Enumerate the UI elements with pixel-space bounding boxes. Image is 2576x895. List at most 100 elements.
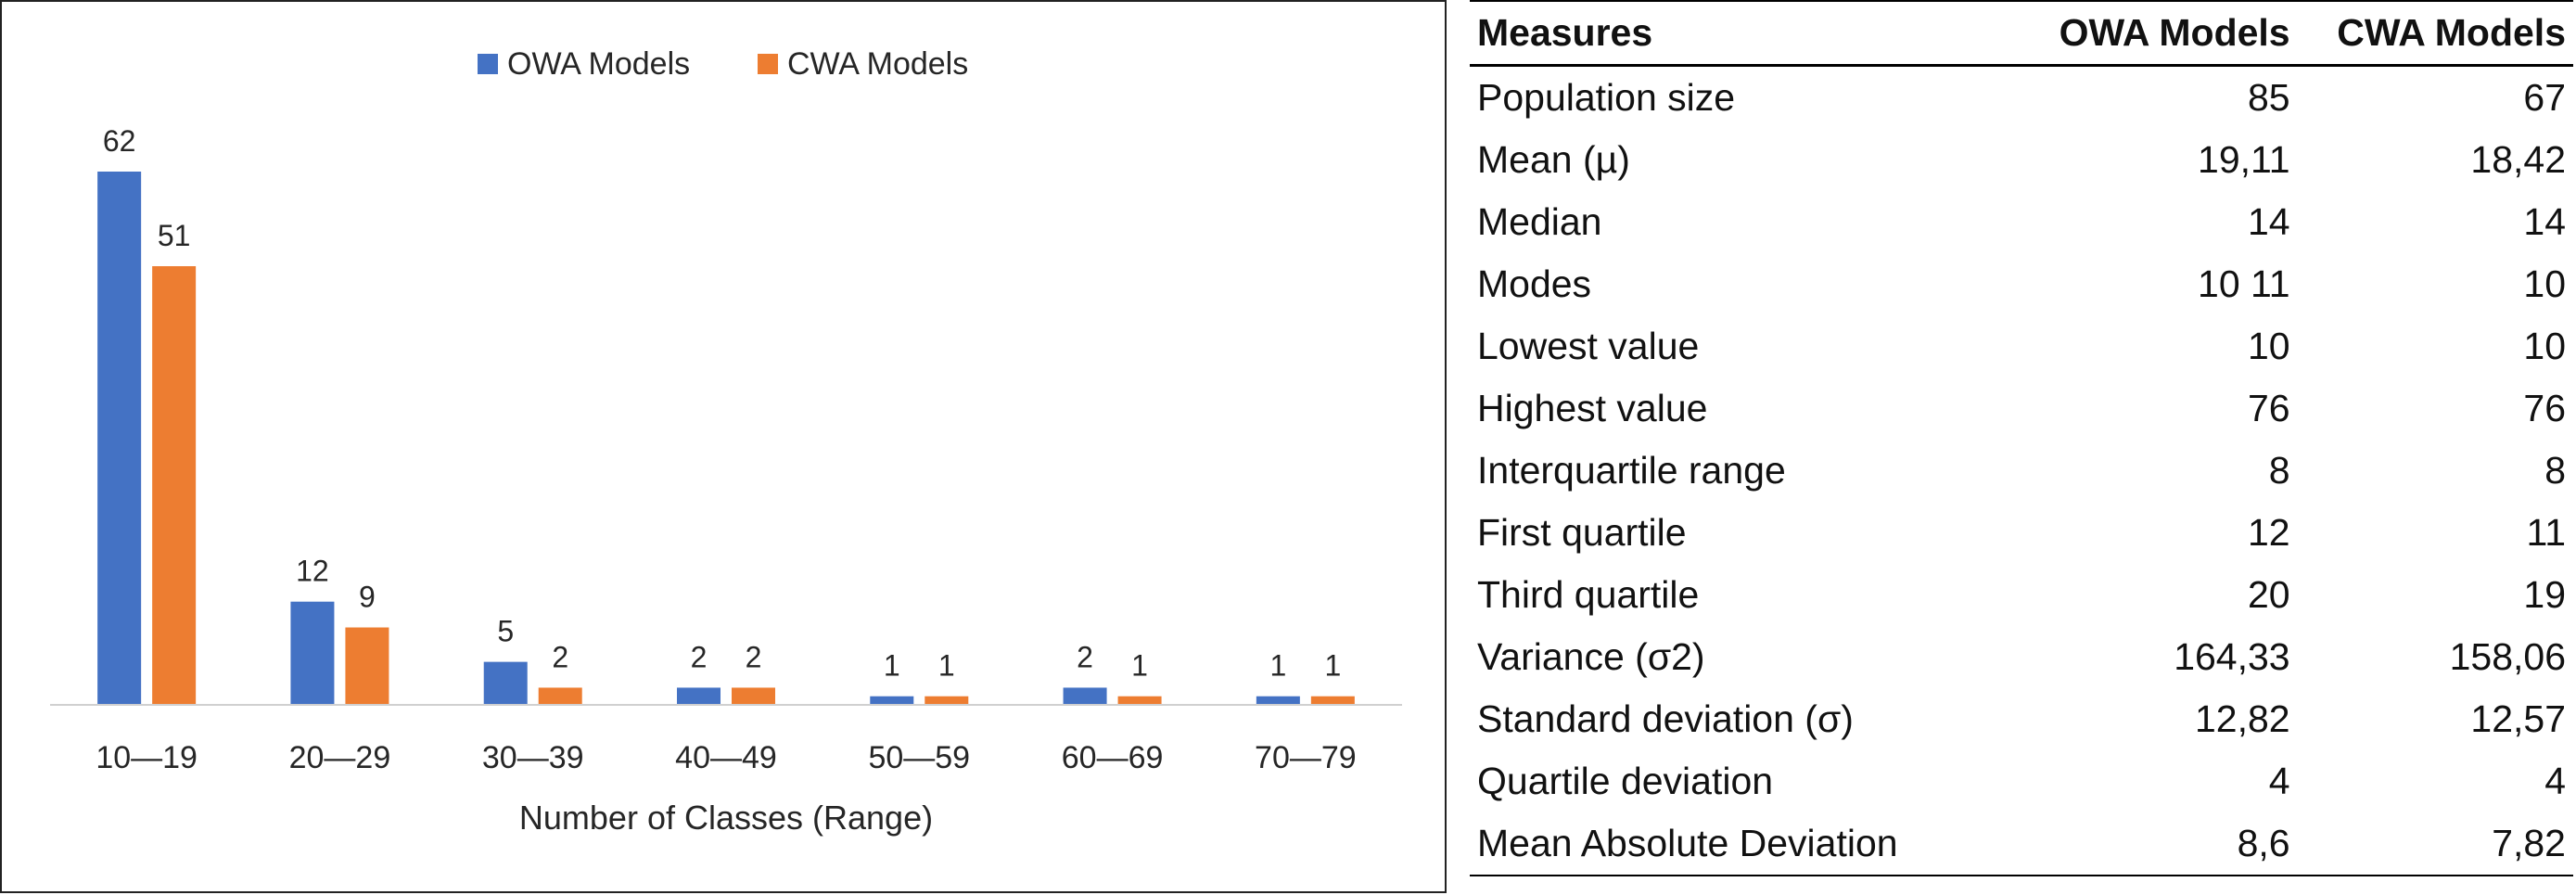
table-row: Quartile deviation 4 4	[1470, 750, 2573, 812]
table-row: First quartile 12 11	[1470, 502, 2573, 564]
table-row: Lowest value 10 10	[1470, 315, 2573, 377]
owa-value-cell: 164,33	[2174, 635, 2290, 678]
x-tick-label-1: 20—29	[289, 740, 391, 775]
x-tick-label-3: 40—49	[675, 740, 777, 775]
header-cwa-models: CWA Models	[2297, 0, 2573, 67]
measure-name-cell: Lowest value	[1477, 325, 1700, 367]
data-label-owa-models-0: 62	[103, 124, 136, 158]
cwa-value-cell: 14	[2523, 200, 2566, 243]
measure-name-cell: Quartile deviation	[1477, 760, 1774, 802]
measure-name-cell: First quartile	[1477, 511, 1687, 554]
table-row: Median 14 14	[1470, 191, 2573, 253]
bar-cwa-models-5	[1117, 696, 1162, 705]
data-label-cwa-models-5: 1	[1131, 649, 1148, 683]
legend-label-cwa-models: CWA Models	[787, 46, 968, 82]
cwa-value-cell: 18,42	[2470, 138, 2566, 181]
data-label-owa-models-4: 1	[884, 649, 900, 683]
statistics-table: Measures OWA Models CWA Models Populatio…	[1470, 0, 2573, 876]
owa-value-cell: 85	[2248, 76, 2290, 119]
bar-owa-models-1	[290, 601, 335, 705]
owa-value-cell: 76	[2248, 387, 2290, 429]
table-row: Population size 85 67	[1470, 66, 2573, 130]
bar-owa-models-3	[677, 687, 721, 705]
measure-name-cell: Third quartile	[1477, 573, 1700, 616]
owa-value-cell: 12	[2248, 511, 2290, 554]
cwa-value-cell: 10	[2523, 325, 2566, 367]
x-tick-label-6: 70—79	[1255, 740, 1357, 775]
chart-bars	[97, 172, 1355, 705]
cwa-value-cell: 76	[2523, 387, 2566, 429]
legend-swatch-cwa-models	[758, 54, 778, 74]
x-axis-title: Number of Classes (Range)	[519, 799, 933, 837]
owa-value-cell: 8	[2268, 449, 2290, 492]
cwa-value-cell: 12,57	[2470, 697, 2566, 740]
header-measures: Measures	[1470, 0, 2014, 67]
data-label-cwa-models-4: 1	[938, 649, 955, 683]
data-label-cwa-models-0: 51	[158, 219, 191, 252]
data-label-owa-models-1: 12	[296, 555, 329, 588]
bar-cwa-models-1	[345, 627, 389, 705]
table-row: Highest value 76 76	[1470, 377, 2573, 440]
measure-name-cell: Mean Absolute Deviation	[1470, 812, 2014, 876]
data-label-cwa-models-2: 2	[552, 640, 568, 673]
data-label-owa-models-2: 5	[497, 615, 514, 648]
data-label-cwa-models-6: 1	[1324, 649, 1341, 683]
table-row: Interquartile range 8 8	[1470, 440, 2573, 502]
measure-name-cell: Highest value	[1477, 387, 1708, 429]
cwa-value-cell: 11	[2526, 511, 2566, 554]
bar-owa-models-2	[483, 661, 528, 705]
table-header-row: Measures OWA Models CWA Models	[1470, 0, 2573, 67]
x-tick-label-5: 60—69	[1062, 740, 1164, 775]
bar-cwa-models-0	[152, 266, 197, 705]
bar-owa-models-6	[1256, 696, 1300, 705]
bar-owa-models-4	[870, 696, 914, 705]
cwa-value-cell: 4	[2544, 760, 2566, 802]
table-body: Population size 85 67 Mean (µ) 19,11 18,42 Med…	[1470, 66, 2573, 876]
measure-name-cell: Interquartile range	[1477, 449, 1786, 492]
x-tick-label-0: 10—19	[96, 740, 198, 775]
legend-label-owa-models: OWA Models	[507, 46, 690, 82]
cwa-value-cell: 8	[2544, 449, 2566, 492]
data-label-cwa-models-3: 2	[746, 640, 762, 673]
cwa-value-cell: 67	[2523, 76, 2566, 119]
cwa-value-cell: 19	[2523, 573, 2566, 616]
x-tick-label-4: 50—59	[868, 740, 970, 775]
data-label-owa-models-6: 1	[1269, 649, 1286, 683]
owa-value-cell: 20	[2248, 573, 2290, 616]
owa-value-cell: 8,6	[2013, 812, 2298, 876]
legend-swatch-owa-models	[478, 54, 498, 74]
owa-value-cell: 4	[2268, 760, 2290, 802]
x-tick-label-2: 30—39	[482, 740, 584, 775]
data-label-owa-models-5: 2	[1077, 640, 1093, 673]
table-row: Variance (σ2) 164,33 158,06	[1470, 626, 2573, 688]
data-label-cwa-models-1: 9	[359, 581, 376, 614]
measure-name-cell: Median	[1477, 200, 1602, 243]
chart-legend: OWA Models CWA Models	[478, 46, 968, 82]
table-row: Standard deviation (σ) 12,82 12,57	[1470, 688, 2573, 750]
cwa-value-cell: 7,82	[2297, 812, 2573, 876]
bar-owa-models-0	[97, 172, 142, 705]
bar-cwa-models-6	[1310, 696, 1355, 705]
table-row: Modes 10 11 10	[1470, 253, 2573, 315]
chart-panel: OWA Models CWA Models 62 51 12 9 5 2 2 2 1 1 2 1 1 1 1…	[0, 0, 1447, 893]
owa-value-cell: 12,82	[2195, 697, 2290, 740]
measure-name-cell: Population size	[1477, 76, 1736, 119]
measure-name-cell: Variance (σ2)	[1477, 635, 1705, 678]
bar-owa-models-5	[1063, 687, 1107, 705]
bar-cwa-models-4	[925, 696, 969, 705]
owa-value-cell: 10	[2248, 325, 2290, 367]
bar-cwa-models-3	[732, 687, 775, 705]
cwa-value-cell: 158,06	[2449, 635, 2566, 678]
measure-name-cell: Modes	[1477, 262, 1592, 305]
bar-cwa-models-2	[538, 687, 582, 705]
owa-value-cell: 14	[2248, 200, 2290, 243]
data-label-owa-models-3: 2	[691, 640, 708, 673]
owa-value-cell: 19,11	[2198, 138, 2290, 181]
table-row: Mean (µ) 19,11 18,42	[1470, 129, 2573, 191]
owa-value-cell: 10 11	[2198, 262, 2290, 305]
measure-name-cell: Mean (µ)	[1477, 138, 1630, 181]
x-axis-tick-labels: 10—19 20—29 30—39 40—49 50—59 60—69 70—79	[96, 740, 1356, 775]
table-row: Mean Absolute Deviation 8,6 7,82	[1470, 812, 2573, 876]
header-owa-models: OWA Models	[2013, 0, 2298, 67]
